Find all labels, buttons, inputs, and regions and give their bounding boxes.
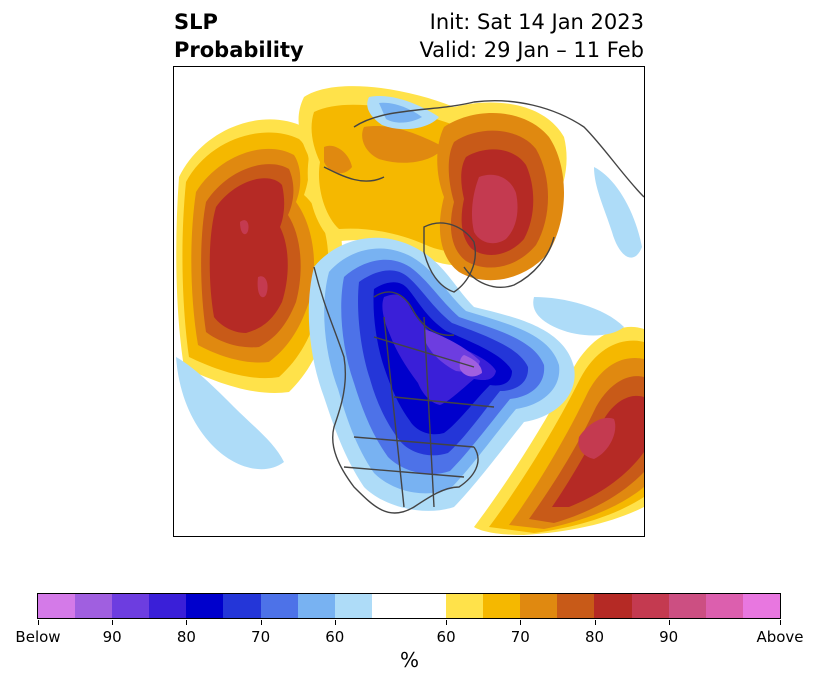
colorbar-tick-mark: [38, 620, 39, 625]
map-canvas: [174, 67, 644, 536]
pacific-contour-crimson-a: [240, 220, 249, 235]
colorbar-tick-label: 60: [325, 628, 345, 646]
colorbar-ticks: Below 90 80 70 60 60 70 80 90 Above: [0, 620, 819, 650]
colorbar-tick-label: 80: [176, 628, 196, 646]
title-line1: SLP: [174, 10, 218, 34]
colorbar-tick-mark: [780, 620, 781, 625]
colorbar-segment: [260, 594, 298, 618]
pale-patch-north-atlantic: [533, 297, 624, 336]
colorbar-segment: [112, 594, 150, 618]
colorbar-tick-mark: [334, 620, 336, 625]
colorbar-tick-label: Above: [756, 628, 804, 646]
colorbar-tick-label: 60: [436, 628, 456, 646]
pacific-high-anomaly: [176, 119, 343, 393]
probability-map: [173, 66, 645, 537]
run-info: Init: Sat 14 Jan 2023 Valid: 29 Jan – 11…: [419, 8, 644, 64]
colorbar-tick-mark: [186, 620, 188, 625]
atlantic-contour-crimson: [578, 417, 616, 459]
coast-eurasia: [323, 100, 644, 198]
coast-north-america: [313, 266, 479, 514]
coastlines: [313, 100, 644, 514]
colorbar-segment: [75, 594, 113, 618]
colorbar-segment: [223, 594, 261, 618]
colorbar-segment: [371, 594, 447, 618]
colorbar-tick-mark: [594, 620, 596, 625]
arctic-contour-orange-a: [362, 126, 444, 163]
colorbar-segment: [705, 594, 743, 618]
colorbar-segment: [742, 594, 780, 618]
init-date: Init: Sat 14 Jan 2023: [429, 10, 644, 34]
colorbar-segment: [557, 594, 595, 618]
coast-gridlines: [343, 316, 495, 508]
colorbar-tick-mark: [112, 620, 114, 625]
colorbar-tick-mark: [446, 620, 448, 625]
colorbar-segment: [38, 594, 76, 618]
colorbar-segment: [483, 594, 521, 618]
siberia-contour-crimson: [471, 174, 518, 244]
siberia-high-anomaly: [437, 113, 564, 281]
arctic-contour-orange-b: [324, 145, 352, 174]
colorbar-tick-label: 70: [510, 628, 530, 646]
colorbar-segment: [631, 594, 669, 618]
colorbar-segment: [520, 594, 558, 618]
valid-range: Valid: 29 Jan – 11 Feb: [419, 38, 644, 62]
colorbar-unit: %: [399, 648, 419, 672]
colorbar-tick-label: 80: [584, 628, 605, 646]
pale-patch-north-pacific: [176, 357, 284, 470]
colorbar-tick-label: Below: [15, 628, 61, 646]
canada-low-anomaly: [308, 237, 575, 511]
colorbar-tick-mark: [520, 620, 522, 625]
colorbar-segment: [668, 594, 706, 618]
colorbar-segment: [297, 594, 335, 618]
colorbar-segment: [594, 594, 632, 618]
colorbar-tick-label: 90: [102, 628, 122, 646]
light-below-patches: [176, 96, 642, 470]
colorbar-segment: [446, 594, 484, 618]
atlantic-high-anomaly: [474, 326, 644, 535]
map-title: SLP Probability: [174, 8, 304, 64]
colorbar-tick-label: 70: [251, 628, 271, 646]
colorbar-tick-mark: [668, 620, 670, 625]
pacific-contour-red: [209, 178, 288, 333]
colorbar-segment: [186, 594, 224, 618]
probability-colorbar: [37, 593, 781, 619]
title-line2: Probability: [174, 38, 304, 62]
colorbar-segment: [334, 594, 372, 618]
pacific-contour-crimson-b: [257, 276, 268, 298]
colorbar-tick-label: 90: [659, 628, 679, 646]
colorbar-tick-mark: [260, 620, 262, 625]
colorbar-segment: [149, 594, 187, 618]
pale-patch-east-siberia: [594, 167, 642, 258]
coast-asia-east: [463, 236, 555, 288]
